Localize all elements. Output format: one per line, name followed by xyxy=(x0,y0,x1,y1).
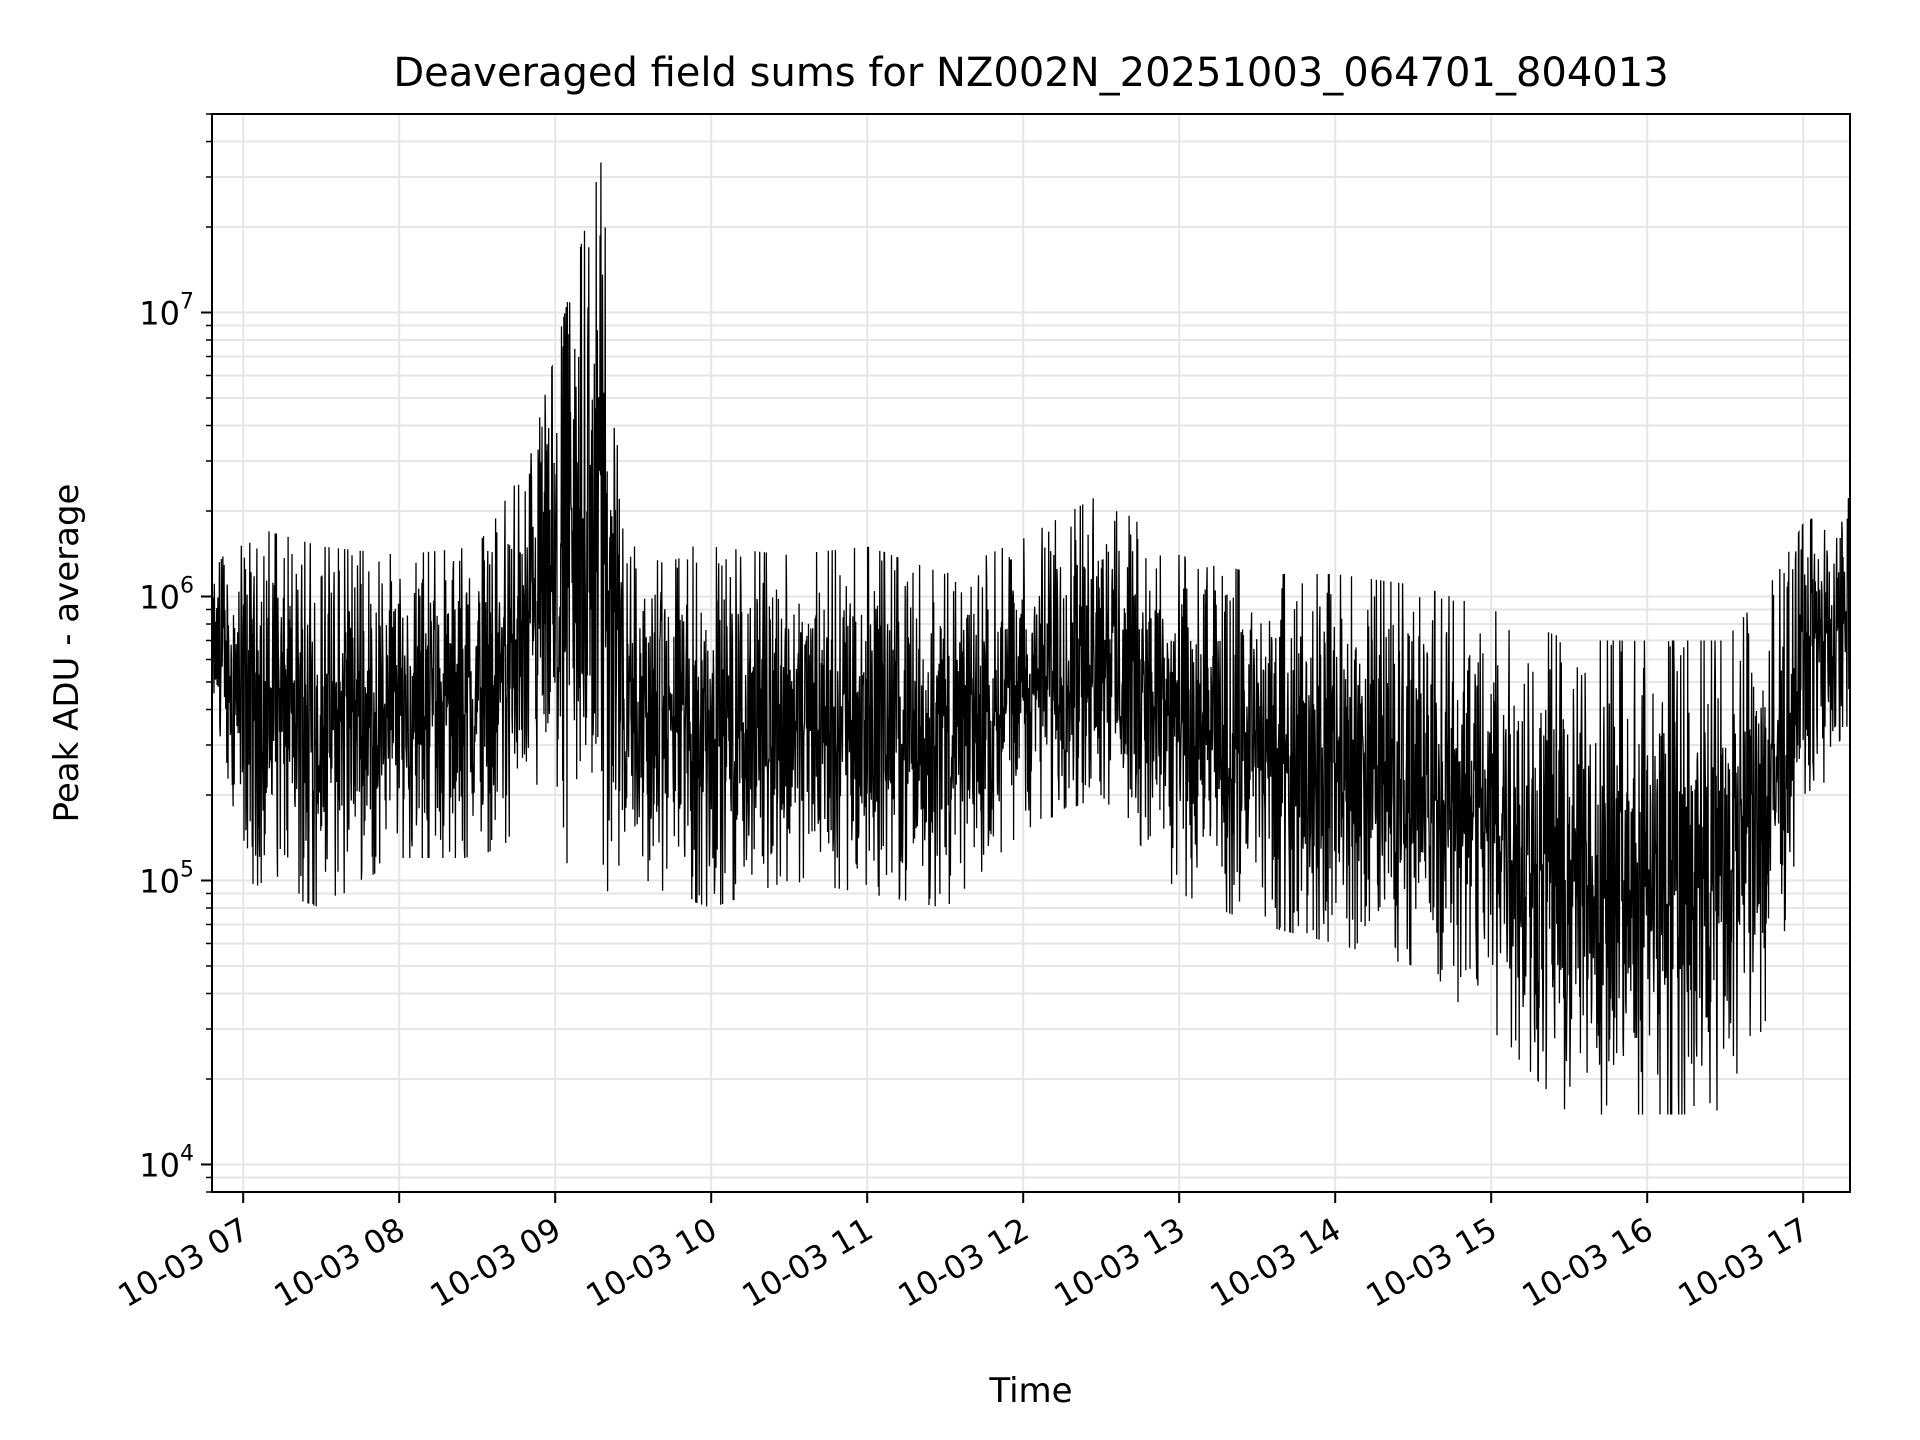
y-tick-label: 106 xyxy=(139,573,194,616)
y-tick-label: 107 xyxy=(139,290,194,333)
y-tick-base: 10 xyxy=(139,1146,180,1184)
y-tick-base: 10 xyxy=(139,862,180,900)
y-tick-exponent: 7 xyxy=(180,290,194,315)
y-tick-base: 10 xyxy=(139,578,180,616)
y-tick-exponent: 4 xyxy=(180,1141,194,1166)
chart-title: Deaveraged field sums for NZ002N_2025100… xyxy=(393,50,1668,96)
y-tick-exponent: 5 xyxy=(180,857,194,882)
y-tick-base: 10 xyxy=(139,295,180,333)
x-axis-title: Time xyxy=(988,1371,1072,1411)
y-axis-title: Peak ADU - average xyxy=(47,484,87,823)
plot-frame xyxy=(211,113,1851,1193)
y-tick-label: 104 xyxy=(139,1141,194,1184)
y-tick-exponent: 6 xyxy=(180,573,194,598)
series-path xyxy=(211,162,1851,1115)
series-line xyxy=(211,162,1851,1115)
y-tick-label: 105 xyxy=(139,857,194,900)
